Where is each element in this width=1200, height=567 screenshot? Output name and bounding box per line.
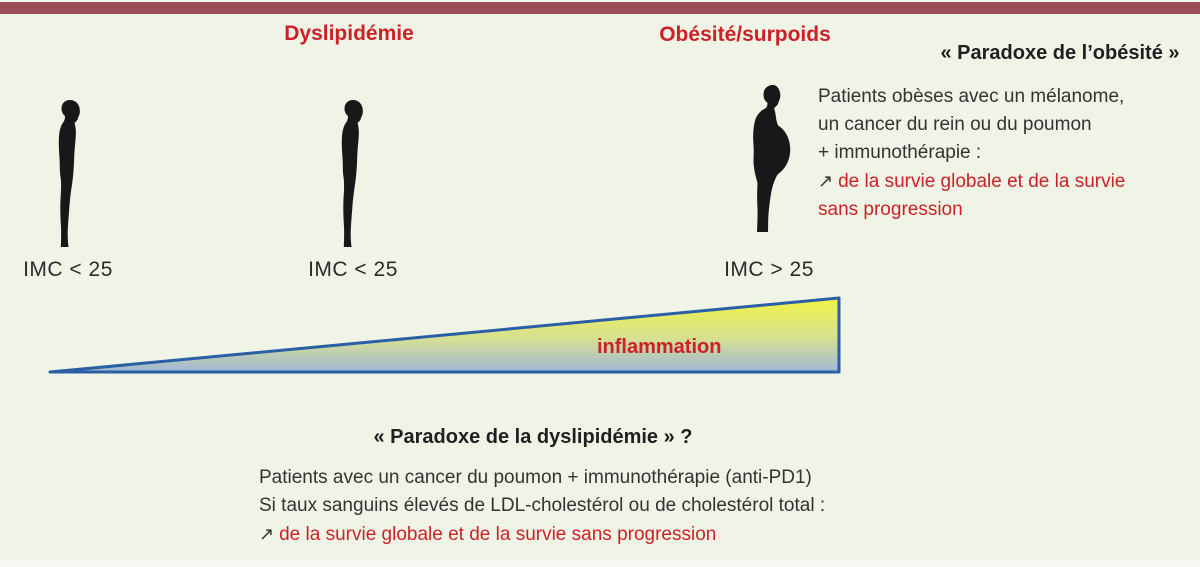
- up-right-arrow-icon: ↗: [818, 171, 834, 191]
- imc-label-3: IMC > 25: [724, 258, 814, 281]
- imc-label-2: IMC < 25: [308, 258, 398, 281]
- dyslipidemia-paradox-heading: « Paradoxe de la dyslipidémie » ?: [373, 426, 693, 448]
- obesity-heading: Obésité/surpoids: [659, 23, 831, 46]
- dyslipidemia-paradox-text-block: Patients avec un cancer du poumon + immu…: [259, 464, 825, 549]
- inflammation-gradient-triangle: [48, 296, 841, 374]
- top-edge-strip: [0, 0, 1200, 2]
- obesity-paradox-survival-line: ↗ de la survie globale et de la survie: [818, 167, 1125, 196]
- obesity-paradox-line-2: un cancer du rein ou du poumon: [818, 114, 1092, 135]
- obesity-paradox-line-1: Patients obèses avec un mélanome,: [818, 86, 1125, 107]
- obesity-paradox-line-3: + immunothérapie :: [818, 142, 982, 163]
- dyslipidemia-paradox-survival-line: ↗ de la survie globale et de la survie sa…: [259, 520, 825, 549]
- dyslipidemia-paradox-line-1: Patients avec un cancer du poumon + immu…: [259, 467, 812, 488]
- obese-person-silhouette: [753, 85, 791, 232]
- inflammation-label: inflammation: [597, 336, 722, 358]
- lean-person-silhouette-1: [58, 100, 80, 247]
- dyslipidemia-paradox-line-2: Si taux sanguins élevés de LDL-cholestér…: [259, 495, 826, 516]
- imc-label-1: IMC < 25: [23, 258, 113, 281]
- obesity-paradox-survival-line-2: sans progression: [818, 199, 963, 220]
- obesity-paradox-text-block: Patients obèses avec un mélanome, un can…: [818, 83, 1125, 224]
- dyslipidemia-heading: Dyslipidémie: [284, 22, 414, 45]
- survival-benefit-text: de la survie globale et de la survie: [838, 171, 1126, 192]
- up-right-arrow-icon: ↗: [259, 524, 275, 544]
- lean-person-silhouette-2: [341, 100, 363, 247]
- survival-benefit-text: de la survie globale et de la survie san…: [279, 524, 717, 545]
- top-border-bar: [0, 2, 1200, 14]
- obesity-paradox-heading: « Paradoxe de l’obésité »: [940, 42, 1180, 64]
- bottom-edge-strip: [0, 560, 1200, 567]
